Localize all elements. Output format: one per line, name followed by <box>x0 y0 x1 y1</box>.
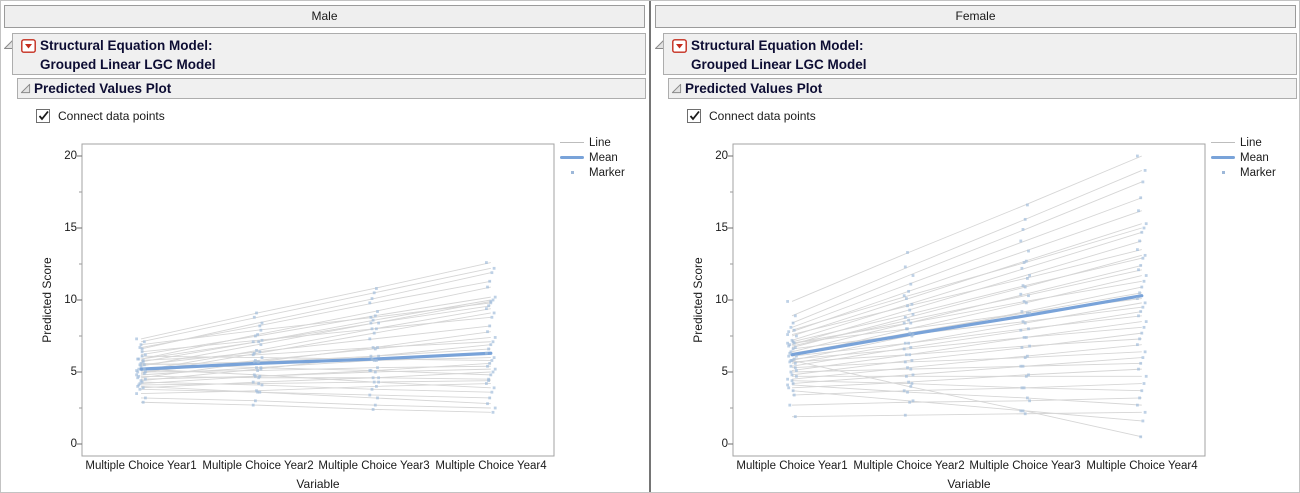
x-tick-label: Multiple Choice Year2 <box>202 460 314 472</box>
red-triangle-menu-icon[interactable] <box>672 39 687 53</box>
x-tick-label: Multiple Choice Year1 <box>85 460 197 472</box>
legend-item-marker[interactable]: Marker <box>560 165 625 180</box>
predicted-values-plot-bar[interactable]: Predicted Values Plot <box>17 78 646 99</box>
x-tick-label: Multiple Choice Year2 <box>853 460 965 472</box>
marker-swatch-icon <box>1211 165 1235 180</box>
y-tick-label: 10 <box>715 294 728 306</box>
group-header-female: Female <box>655 5 1296 28</box>
sem-title-line2: Grouped Linear LGC Model <box>40 57 216 72</box>
x-tick-label: Multiple Choice Year4 <box>435 460 547 472</box>
group-panel-male: Male Structural Equation Model: Grouped … <box>1 1 649 492</box>
checkbox-label: Connect data points <box>58 108 165 123</box>
group-title: Male <box>311 9 338 23</box>
check-icon <box>38 110 49 120</box>
sem-title: Structural Equation Model: Grouped Linea… <box>691 36 867 74</box>
predicted-values-plot-bar[interactable]: Predicted Values Plot <box>668 78 1297 99</box>
x-tick-label: Multiple Choice Year4 <box>1086 460 1198 472</box>
sem-title-line1: Structural Equation Model: <box>691 38 864 53</box>
group-header-male: Male <box>4 5 645 28</box>
sem-outline-bar[interactable]: Structural Equation Model: Grouped Linea… <box>12 33 646 75</box>
y-tick-label: 0 <box>70 438 77 450</box>
legend-item-line[interactable]: Line <box>560 135 625 150</box>
predicted-values-plot-canvas[interactable] <box>725 142 1207 460</box>
disclosure-triangle-icon[interactable] <box>20 83 31 94</box>
mean-swatch-icon <box>1211 150 1235 165</box>
sem-title-line2: Grouped Linear LGC Model <box>691 57 867 72</box>
connect-data-points-checkbox[interactable]: Connect data points <box>687 108 816 123</box>
checkbox-box[interactable] <box>687 108 701 123</box>
x-tick-label: Multiple Choice Year3 <box>969 460 1081 472</box>
y-tick-label: 10 <box>64 294 77 306</box>
disclosure-triangle-icon[interactable] <box>671 83 682 94</box>
checkbox-box[interactable] <box>36 108 50 123</box>
red-triangle-menu-icon[interactable] <box>21 39 36 53</box>
legend: Line Mean Marker <box>1211 135 1276 180</box>
legend-item-mean[interactable]: Mean <box>1211 150 1276 165</box>
line-swatch-icon <box>1211 135 1235 150</box>
y-tick-label: 15 <box>715 222 728 234</box>
marker-swatch-icon <box>560 165 584 180</box>
x-tick-label: Multiple Choice Year3 <box>318 460 430 472</box>
x-axis-title: Variable <box>296 477 340 491</box>
predicted-values-plot-canvas[interactable] <box>74 142 556 460</box>
mean-swatch-icon <box>560 150 584 165</box>
legend-item-mean[interactable]: Mean <box>560 150 625 165</box>
legend: Line Mean Marker <box>560 135 625 180</box>
y-tick-label: 20 <box>64 150 77 162</box>
x-tick-label: Multiple Choice Year1 <box>736 460 848 472</box>
predicted-values-plot-title: Predicted Values Plot <box>685 81 823 96</box>
legend-item-marker[interactable]: Marker <box>1211 165 1276 180</box>
y-tick-label: 5 <box>721 366 728 378</box>
sem-outline-bar[interactable]: Structural Equation Model: Grouped Linea… <box>663 33 1297 75</box>
group-title: Female <box>955 9 996 23</box>
sem-title-line1: Structural Equation Model: <box>40 38 213 53</box>
connect-data-points-checkbox[interactable]: Connect data points <box>36 108 165 123</box>
legend-item-line[interactable]: Line <box>1211 135 1276 150</box>
y-tick-label: 20 <box>715 150 728 162</box>
y-tick-label: 0 <box>721 438 728 450</box>
y-tick-label: 15 <box>64 222 77 234</box>
panel-divider <box>649 1 651 492</box>
line-swatch-icon <box>560 135 584 150</box>
sem-title: Structural Equation Model: Grouped Linea… <box>40 36 216 74</box>
group-panel-female: Female Structural Equation Model: Groupe… <box>652 1 1299 492</box>
y-tick-label: 5 <box>70 366 77 378</box>
checkbox-label: Connect data points <box>709 108 816 123</box>
check-icon <box>689 110 700 120</box>
predicted-values-plot-title: Predicted Values Plot <box>34 81 172 96</box>
x-axis-title: Variable <box>947 477 991 491</box>
